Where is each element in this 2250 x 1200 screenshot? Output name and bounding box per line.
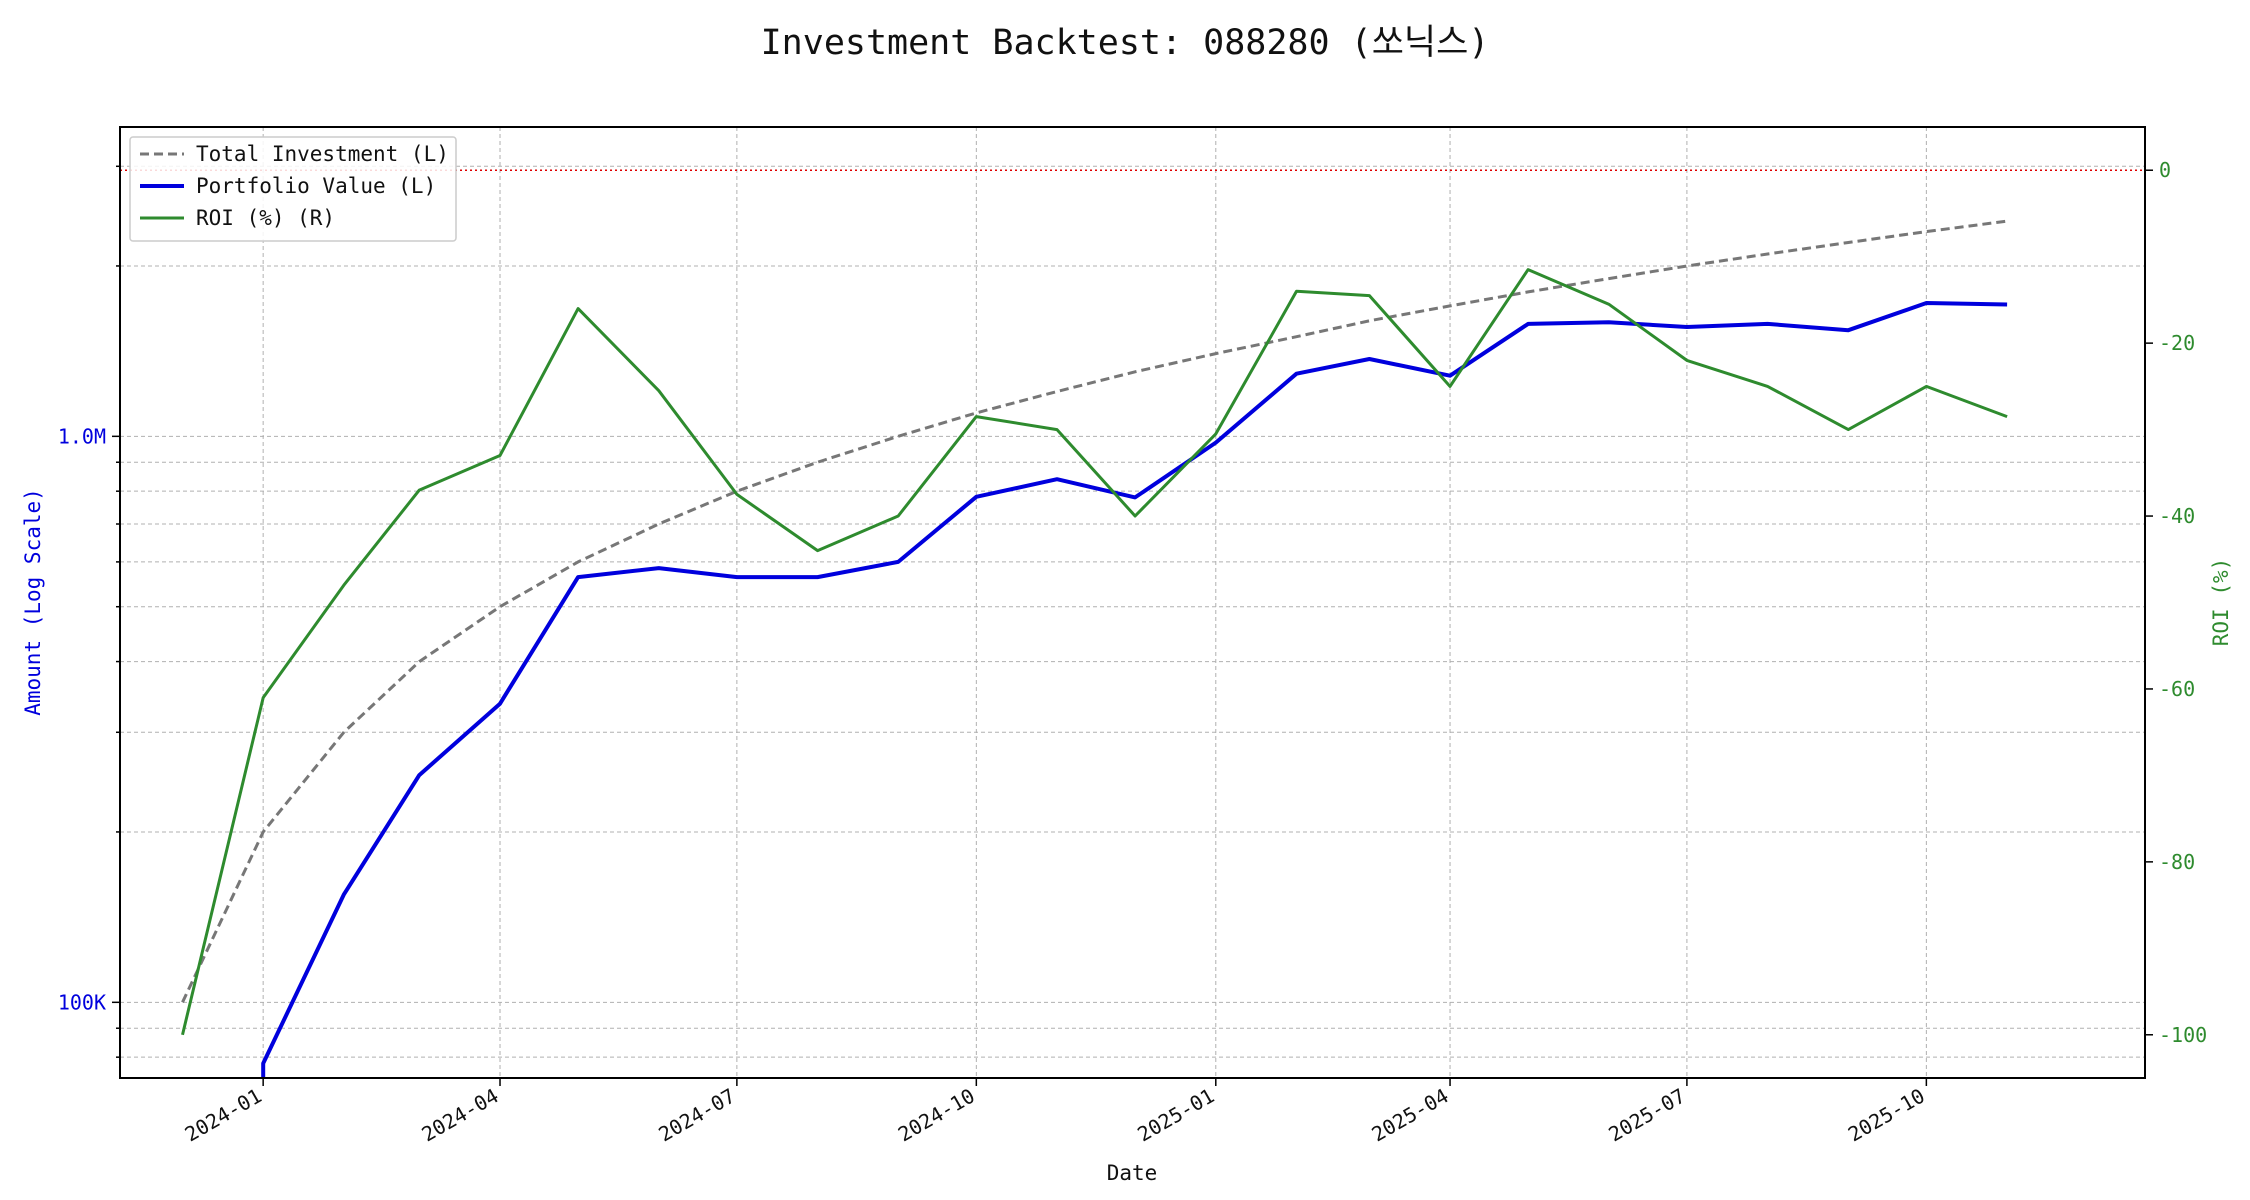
y-right-tick-label: -40 — [2159, 504, 2195, 528]
legend-box — [129, 136, 457, 242]
y-right-axis-label: ROI (%) — [2209, 558, 2233, 647]
data-layer — [120, 169, 2145, 1078]
x-tick-label: 2025-01 — [1133, 1084, 1218, 1147]
chart-title: Investment Backtest: 088280 (쏘닉스) — [760, 23, 1490, 63]
x-tick-label: 2025-07 — [1604, 1084, 1689, 1147]
x-axis-label: Date — [1107, 1161, 1158, 1185]
y-left-axis-label: Amount (Log Scale) — [21, 488, 45, 716]
grid-layer — [120, 127, 2145, 1078]
x-tick-label: 2025-10 — [1844, 1084, 1929, 1147]
axis-layer: 2024-01 2024-04 2024-07 2024-10 2025-01 2025-… — [58, 158, 2207, 1146]
x-tick-label: 2025-04 — [1368, 1084, 1453, 1147]
portfolio-value-line — [261, 301, 2008, 1078]
x-tick-label: 2024-10 — [894, 1084, 979, 1147]
x-tick-label: 2024-04 — [418, 1084, 503, 1147]
y-right-tick-label: -80 — [2159, 850, 2195, 874]
y-right-tick-label: -20 — [2159, 331, 2195, 355]
roi-line — [181, 268, 2008, 1036]
y-right-tick-label: -100 — [2159, 1023, 2207, 1047]
legend-label-roi: ROI (%) (R) — [196, 206, 335, 230]
x-tick-label: 2024-07 — [654, 1084, 739, 1147]
total-investment-line — [181, 219, 2008, 1003]
plot-frame — [119, 126, 2146, 1079]
y-right-tick-label: -60 — [2159, 677, 2195, 701]
x-tick-label: 2024-01 — [181, 1084, 266, 1147]
legend-label-total-investment: Total Investment (L) — [196, 142, 449, 166]
legend: Total Investment (L) Portfolio Value (L)… — [129, 136, 457, 242]
legend-label-portfolio-value: Portfolio Value (L) — [196, 174, 436, 198]
y-right-tick-label: 0 — [2159, 158, 2171, 182]
y-left-tick-label: 1.0M — [58, 424, 106, 448]
y-left-tick-label: 100K — [58, 990, 106, 1014]
